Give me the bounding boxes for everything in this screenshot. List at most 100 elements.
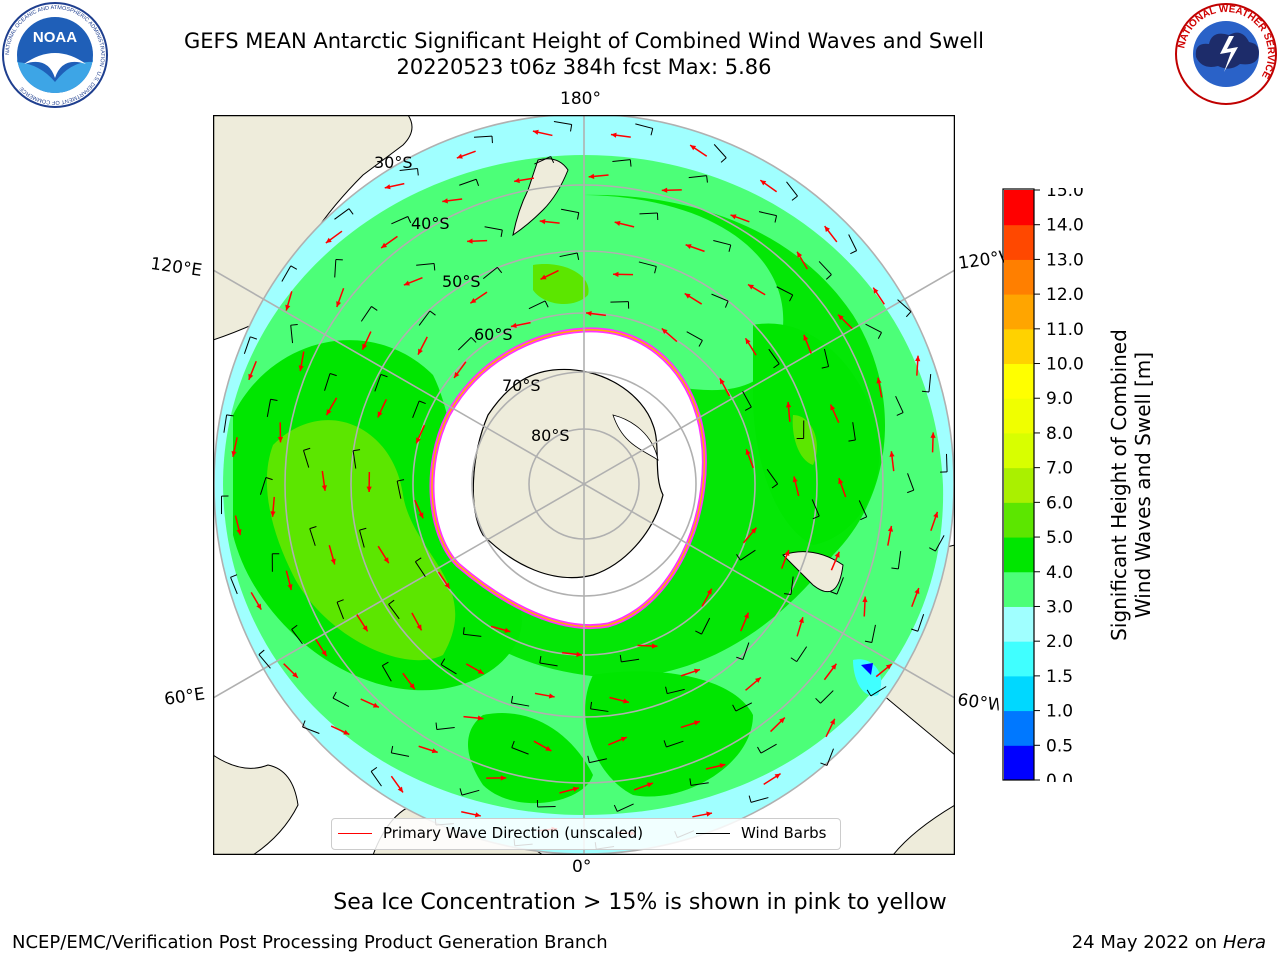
- wind-barb: [336, 599, 345, 620]
- wave-direction-arrow: [705, 763, 726, 770]
- wind-barb: [619, 654, 640, 663]
- wave-direction-arrow: [360, 698, 380, 709]
- wave-direction-arrow: [763, 772, 781, 785]
- colorbar-tick-label: 12.0: [1046, 285, 1084, 305]
- wave-direction-arrow: [585, 310, 606, 317]
- colorbar: 0.0 0.5 1.0 1.5 2.0 3.0 4.0 5.0 6.0 7.0 8.0 9.0 10.0…: [1002, 188, 1084, 782]
- wind-barb: [334, 208, 354, 220]
- colorbar-cell: [1004, 537, 1034, 573]
- wind-barb: [559, 252, 580, 260]
- wave-direction-arrow: [719, 378, 731, 397]
- colorbar-cell: [1004, 502, 1034, 538]
- wave-direction-arrow: [825, 718, 836, 738]
- colorbar-cell: [1004, 675, 1034, 712]
- wind-barb: [302, 720, 320, 734]
- wave-direction-arrow: [377, 399, 388, 418]
- wave-direction-arrow: [829, 404, 840, 424]
- wind-barb: [858, 500, 868, 521]
- wind-barb: [907, 473, 915, 494]
- wind-barb: [435, 722, 455, 731]
- wind-barb: [374, 373, 388, 392]
- nws-logo: NATIONAL WEATHER SERVICE: [1175, 3, 1277, 105]
- wave-direction-arrow: [461, 811, 481, 818]
- wind-barb: [757, 743, 777, 754]
- wave-direction-arrow: [780, 549, 790, 569]
- wave-direction-arrow: [830, 551, 840, 571]
- wave-direction-arrow: [418, 745, 438, 754]
- wind-barb: [766, 469, 779, 489]
- wave-direction-arrow: [614, 220, 635, 228]
- lat-label-80s: 80°S: [531, 426, 570, 445]
- wave-direction-arrow: [283, 663, 299, 679]
- legend-item-wind-barbs: Wind Barbs: [696, 824, 826, 842]
- wave-direction-arrow: [915, 355, 921, 376]
- wind-barb: [484, 226, 503, 237]
- wave-direction-arrow: [872, 287, 885, 305]
- wave-direction-arrow: [510, 321, 531, 328]
- wind-barb: [891, 550, 902, 570]
- wind-barb: [396, 479, 405, 499]
- wave-direction-arrow: [532, 129, 553, 137]
- wind-barb: [281, 265, 298, 282]
- wind-barb: [736, 642, 750, 661]
- colorbar-cell: [1004, 190, 1034, 226]
- wave-direction-arrow: [270, 496, 276, 517]
- wave-direction-arrow: [490, 625, 511, 633]
- colorbar-tick-label: 11.0: [1046, 320, 1084, 340]
- lon-label-120e: 120°E: [149, 254, 204, 282]
- legend-item-wave-direction: Primary Wave Direction (unscaled): [338, 824, 643, 842]
- colorbar-cell: [1004, 363, 1034, 399]
- wind-barb: [334, 258, 343, 278]
- colorbar-tick-label: 2.0: [1046, 632, 1073, 652]
- wind-barb: [291, 624, 303, 645]
- wave-direction-arrow: [930, 511, 939, 532]
- wave-direction-arrow: [689, 144, 708, 157]
- wave-direction-arrow: [701, 588, 713, 607]
- wind-barb: [440, 658, 457, 675]
- wave-direction-arrow: [930, 432, 936, 453]
- wind-barb: [895, 395, 904, 416]
- wave-direction-arrow: [384, 182, 405, 190]
- wave-direction-arrow: [770, 717, 786, 733]
- wave-direction-arrow: [692, 811, 713, 818]
- wind-barb: [689, 778, 709, 786]
- colorbar-title-line1: Significant Height of Combined: [1107, 329, 1131, 641]
- wind-barb: [462, 627, 482, 637]
- wind-barb: [713, 144, 727, 163]
- wind-barb: [536, 800, 556, 808]
- wind-barb: [688, 175, 708, 183]
- wave-direction-arrow: [437, 571, 451, 590]
- wave-direction-arrows: [231, 129, 939, 836]
- wind-barb: [711, 293, 729, 308]
- wave-direction-arrow: [414, 499, 424, 519]
- date-text: 24 May 2022 on: [1071, 932, 1218, 953]
- wave-direction-arrow: [730, 214, 750, 223]
- wind-barb: [539, 656, 558, 667]
- wave-direction-arrow: [298, 351, 305, 372]
- colorbar-tick-label: 1.5: [1046, 667, 1073, 687]
- wave-direction-arrow: [234, 515, 242, 536]
- lon-label-120w: 120°W: [957, 247, 1007, 274]
- wave-direction-arrow: [250, 591, 262, 611]
- wind-barb: [332, 691, 350, 707]
- wind-barb: [732, 702, 753, 712]
- wave-direction-arrow: [637, 643, 658, 649]
- wind-barb: [324, 373, 337, 391]
- wave-direction-arrow: [744, 337, 757, 356]
- wave-direction-arrow: [613, 271, 634, 277]
- lon-label-60w: 60°W: [956, 690, 1001, 716]
- wind-barb: [290, 323, 298, 344]
- wind-barb: [790, 646, 808, 663]
- wave-direction-arrow: [469, 291, 488, 304]
- wave-direction-arrow: [889, 451, 895, 472]
- wave-direction-arrow: [540, 269, 559, 280]
- colorbar-tick-label: 8.0: [1046, 424, 1073, 444]
- wave-direction-arrow: [336, 288, 345, 308]
- machine-name: Hera: [1222, 932, 1266, 953]
- wave-direction-arrow: [562, 651, 583, 657]
- wind-barb: [866, 686, 887, 697]
- chart-title: GEFS MEAN Antarctic Significant Height o…: [183, 29, 985, 53]
- wind-barb: [635, 123, 654, 136]
- colorbar-tick-label: 9.0: [1046, 389, 1073, 409]
- wave-direction-arrow: [486, 775, 507, 781]
